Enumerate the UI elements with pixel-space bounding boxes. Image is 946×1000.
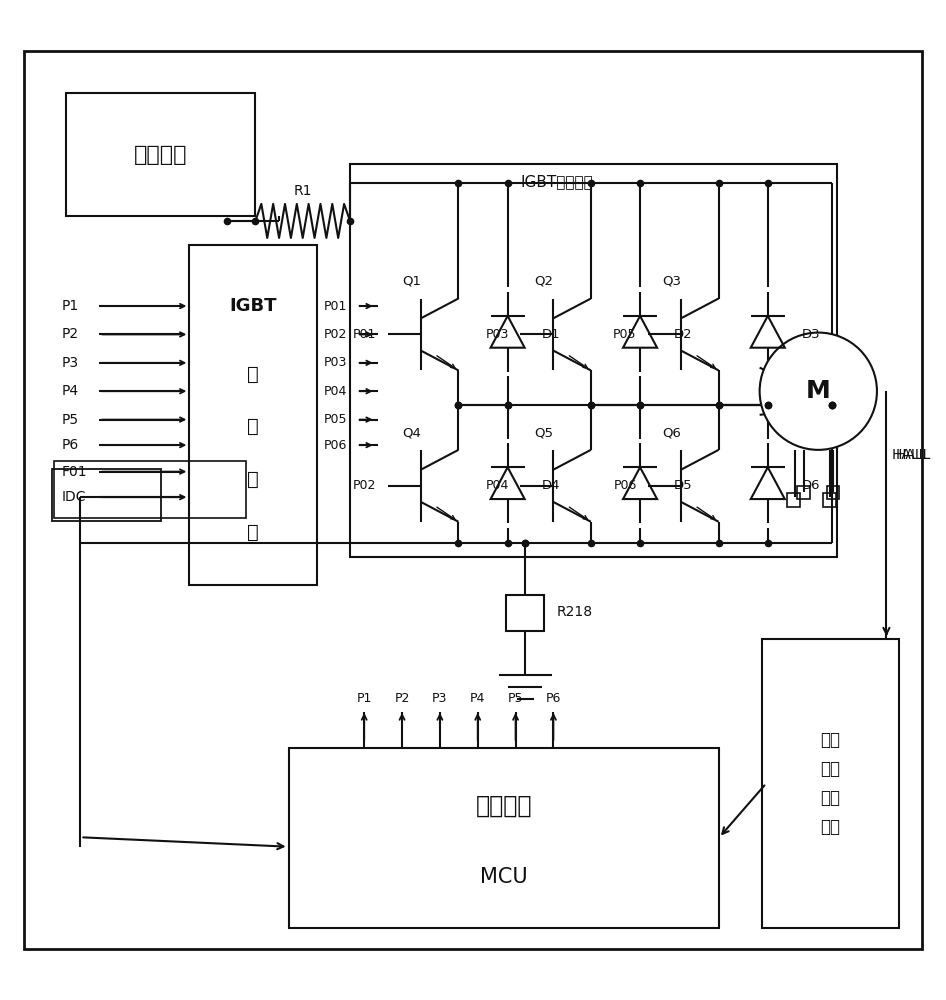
Text: D3: D3 [802,328,820,341]
Text: P2: P2 [61,327,79,341]
Text: P06: P06 [613,479,637,492]
Text: P3: P3 [432,692,447,705]
Text: P6: P6 [61,438,79,452]
Bar [52,469,161,521]
Bar [827,486,839,499]
Text: P4: P4 [61,384,79,398]
Text: Q5: Q5 [534,426,553,439]
Text: HALL: HALL [896,448,931,462]
Text: P05: P05 [324,413,347,426]
Bar [506,595,544,631]
Text: P04: P04 [324,385,347,398]
Text: P02: P02 [353,479,377,492]
Bar [66,93,255,216]
Text: D1: D1 [542,328,560,341]
Text: IGBT逆变电路: IGBT逆变电路 [520,174,593,189]
Text: Q1: Q1 [402,275,421,288]
Bar [787,493,800,507]
Text: 模: 模 [247,470,259,489]
Bar [289,748,719,928]
Text: 电源模块: 电源模块 [134,145,187,165]
Text: P06: P06 [324,439,347,452]
Text: MCU: MCU [480,867,528,887]
Text: Q3: Q3 [662,275,681,288]
Text: Q4: Q4 [402,426,421,439]
Text: R218: R218 [556,605,592,619]
Text: P03: P03 [324,356,347,369]
Text: P5: P5 [508,692,523,705]
Text: P04: P04 [485,479,509,492]
Text: P3: P3 [61,356,79,370]
Text: HALL: HALL [891,448,926,462]
Bar [189,245,317,585]
Text: P01: P01 [324,300,347,313]
Text: P03: P03 [485,328,509,341]
Text: P4: P4 [470,692,485,705]
Text: D6: D6 [802,479,820,492]
Text: D2: D2 [674,328,692,341]
Bar [762,639,899,928]
Text: P01: P01 [353,328,377,341]
Text: P02: P02 [324,328,347,341]
Text: F01: F01 [61,465,87,479]
Text: P1: P1 [61,299,79,313]
Text: P5: P5 [61,413,79,427]
Text: D5: D5 [674,479,692,492]
Text: 驱: 驱 [247,364,259,383]
Circle shape [760,333,877,450]
Text: IGBT: IGBT [229,297,277,315]
Bar [350,164,837,557]
Text: 块: 块 [247,523,259,542]
Text: P1: P1 [357,692,372,705]
Bar [54,461,246,518]
Text: P2: P2 [394,692,410,705]
Text: P6: P6 [546,692,561,705]
Text: M: M [806,379,831,403]
Text: 微处理器: 微处理器 [476,793,532,817]
Text: Q6: Q6 [662,426,681,439]
Text: Q2: Q2 [534,275,553,288]
Bar [797,486,810,499]
Text: IDC: IDC [61,490,86,504]
Text: P05: P05 [613,328,637,341]
Bar [823,493,836,507]
Text: R1: R1 [293,184,312,198]
Text: 转子
位置
测量
电路: 转子 位置 测量 电路 [820,731,840,836]
Text: D4: D4 [542,479,560,492]
Text: 动: 动 [247,417,259,436]
